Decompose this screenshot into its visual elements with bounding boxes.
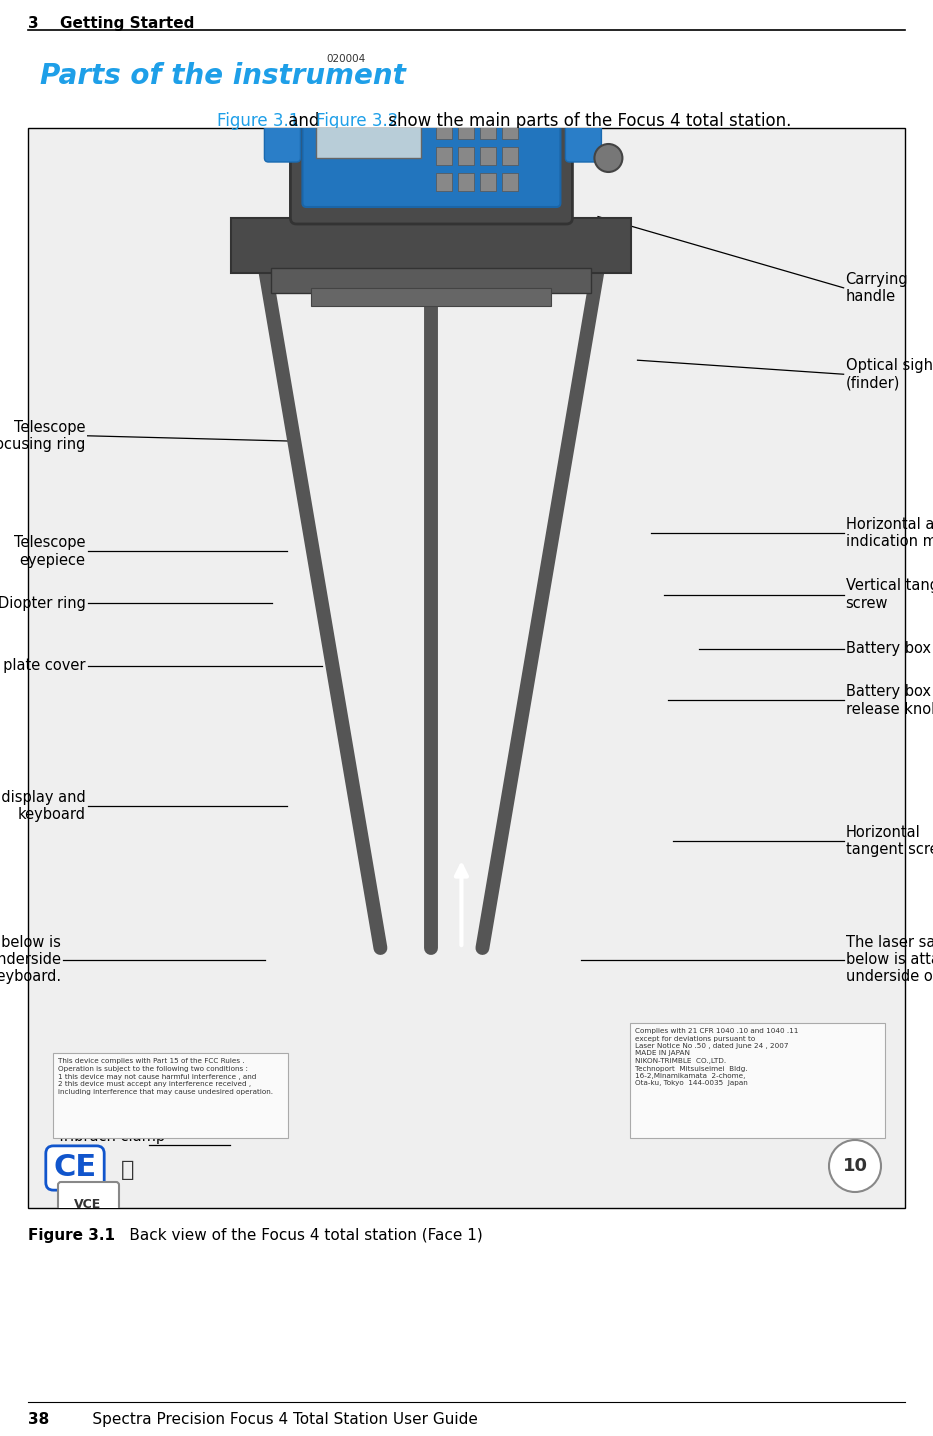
Text: Face 1 display and
keyboard: Face 1 display and keyboard: [0, 790, 86, 823]
Bar: [437, 146, 453, 165]
Text: VCE: VCE: [75, 1198, 102, 1211]
Bar: [480, 172, 496, 191]
Bar: [458, 146, 474, 165]
FancyBboxPatch shape: [565, 0, 602, 162]
Text: Figure 3.2: Figure 3.2: [316, 112, 398, 131]
Text: Tribrach clamp
knob: Tribrach clamp knob: [57, 1129, 165, 1162]
Text: The laser safety label shown
below is attached to the
underside of the keyboard.: The laser safety label shown below is at…: [845, 935, 933, 985]
Bar: [304, 47, 389, 70]
Text: Telescope
eyepiece: Telescope eyepiece: [14, 536, 86, 567]
Text: Getting Started: Getting Started: [60, 16, 194, 32]
Bar: [53, 1053, 288, 1137]
Text: Telescope
focusing ring: Telescope focusing ring: [0, 419, 86, 452]
Text: 38: 38: [28, 1412, 49, 1427]
Text: 3: 3: [28, 16, 38, 32]
Text: and: and: [283, 112, 325, 131]
Text: Carrying
handle: Carrying handle: [845, 271, 908, 304]
Circle shape: [476, 80, 485, 90]
Circle shape: [497, 80, 508, 90]
Bar: [458, 172, 474, 191]
Bar: [502, 172, 519, 191]
Text: This device complies with Part 15 of the FCC Rules .
Operation is subject to the: This device complies with Part 15 of the…: [58, 1058, 273, 1096]
Circle shape: [594, 72, 622, 99]
FancyBboxPatch shape: [302, 69, 561, 207]
Bar: [437, 121, 453, 139]
Bar: [458, 121, 474, 139]
Circle shape: [520, 80, 529, 90]
Bar: [502, 146, 519, 165]
Text: Parts of the instrument: Parts of the instrument: [40, 62, 406, 90]
Text: Figure 3.1: Figure 3.1: [28, 1228, 115, 1244]
Text: 020004: 020004: [327, 55, 366, 65]
Bar: [502, 121, 519, 139]
Bar: [272, 269, 592, 293]
FancyBboxPatch shape: [547, 0, 611, 93]
FancyBboxPatch shape: [264, 0, 300, 162]
Circle shape: [829, 1140, 881, 1192]
Bar: [480, 121, 496, 139]
Bar: [437, 172, 453, 191]
Text: CE: CE: [53, 1153, 96, 1182]
Text: Back view of the Focus 4 total station (Face 1): Back view of the Focus 4 total station (…: [105, 1228, 482, 1244]
FancyBboxPatch shape: [290, 0, 573, 224]
Text: FOCUS 4: FOCUS 4: [456, 1, 517, 14]
Text: Horizontal axis
indication mark: Horizontal axis indication mark: [845, 517, 933, 549]
Bar: [28, 128, 905, 1208]
Circle shape: [453, 80, 464, 90]
FancyBboxPatch shape: [58, 1182, 119, 1226]
Text: Spectra Precision Focus 4 Total Station User Guide: Spectra Precision Focus 4 Total Station …: [68, 1412, 478, 1427]
Text: Figure 3.1: Figure 3.1: [216, 112, 299, 131]
Bar: [231, 218, 632, 273]
Circle shape: [594, 144, 622, 172]
Text: show the main parts of the Focus 4 total station.: show the main parts of the Focus 4 total…: [383, 112, 791, 131]
Bar: [630, 1022, 885, 1137]
Text: Diopter ring: Diopter ring: [0, 596, 86, 610]
Text: Horizontal
tangent screw: Horizontal tangent screw: [845, 824, 933, 857]
Circle shape: [431, 80, 441, 90]
Bar: [316, 86, 422, 158]
Text: 🚯: 🚯: [121, 1160, 134, 1180]
Text: Battery box
release knob: Battery box release knob: [845, 684, 933, 717]
Text: Vertical tangent
screw: Vertical tangent screw: [845, 579, 933, 610]
Text: Optical sight
(finder): Optical sight (finder): [845, 358, 933, 391]
Text: Reticle plate cover: Reticle plate cover: [0, 658, 86, 673]
Bar: [458, 95, 474, 113]
Bar: [480, 146, 496, 165]
Bar: [480, 95, 496, 113]
Bar: [312, 289, 551, 306]
Bar: [437, 95, 453, 113]
Text: 10: 10: [842, 1157, 868, 1175]
Text: The label shown below is
attached to the underside
of the keyboard.: The label shown below is attached to the…: [0, 935, 61, 985]
Text: Complies with 21 CFR 1040 .10 and 1040 .11
except for deviations pursuant to
Las: Complies with 21 CFR 1040 .10 and 1040 .…: [635, 1028, 799, 1087]
Bar: [502, 95, 519, 113]
Text: Battery box: Battery box: [845, 640, 930, 656]
